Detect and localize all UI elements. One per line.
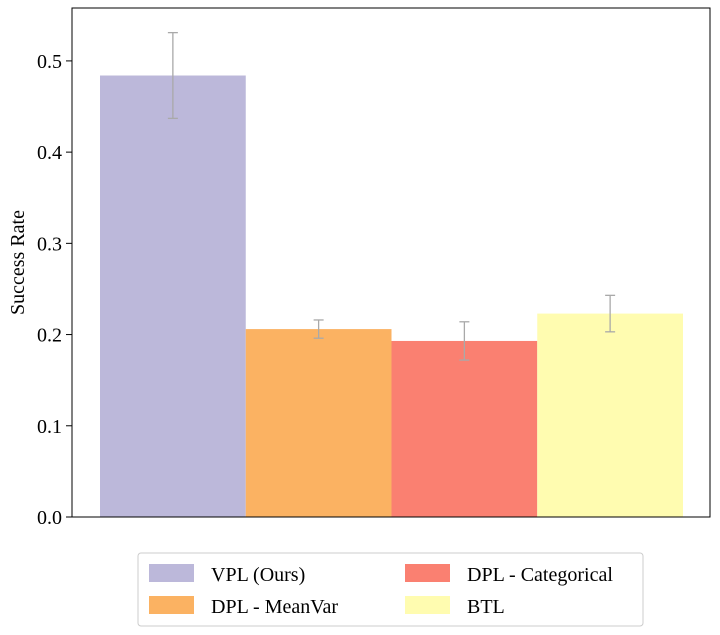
legend-swatch	[405, 596, 450, 614]
legend-item-4: BTL	[405, 596, 505, 618]
legend-swatch	[149, 596, 194, 614]
legend-label: DPL - Categorical	[467, 564, 613, 586]
y-tick-label: 0.1	[37, 416, 62, 438]
legend-label: DPL - MeanVar	[211, 596, 338, 618]
legend-box	[137, 552, 644, 627]
bar-4	[537, 313, 683, 517]
error-bar-4	[605, 294, 616, 333]
bars-group	[100, 75, 683, 517]
y-tick-label: 0.5	[37, 51, 62, 73]
legend-label: BTL	[467, 596, 505, 618]
error-bars-group	[167, 31, 616, 361]
y-axis: 0.0 0.1 0.2 0.3 0.4 0.5	[37, 51, 72, 529]
bar-1	[100, 75, 246, 517]
error-bar-1	[167, 31, 178, 120]
legend-label: VPL (Ours)	[211, 564, 305, 586]
y-tick-label: 0.2	[37, 325, 62, 347]
y-tick-label: 0.0	[37, 507, 62, 529]
legend-item-1: VPL (Ours)	[149, 564, 305, 586]
error-bar-3	[459, 321, 470, 361]
legend: VPL (Ours) DPL - MeanVar DPL - Categorical…	[137, 552, 644, 627]
legend-swatch	[149, 564, 194, 582]
legend-swatch	[405, 564, 450, 582]
plot-area-frame	[71, 7, 711, 518]
bar-3	[391, 340, 538, 517]
error-bar-2	[313, 319, 324, 339]
legend-item-3: DPL - Categorical	[405, 564, 613, 586]
y-tick-label: 0.3	[37, 233, 62, 255]
y-tick-label: 0.4	[37, 142, 62, 164]
y-axis-title: Success Rate	[7, 210, 29, 315]
legend-item-2: DPL - MeanVar	[149, 596, 338, 618]
bar-2	[245, 329, 392, 517]
